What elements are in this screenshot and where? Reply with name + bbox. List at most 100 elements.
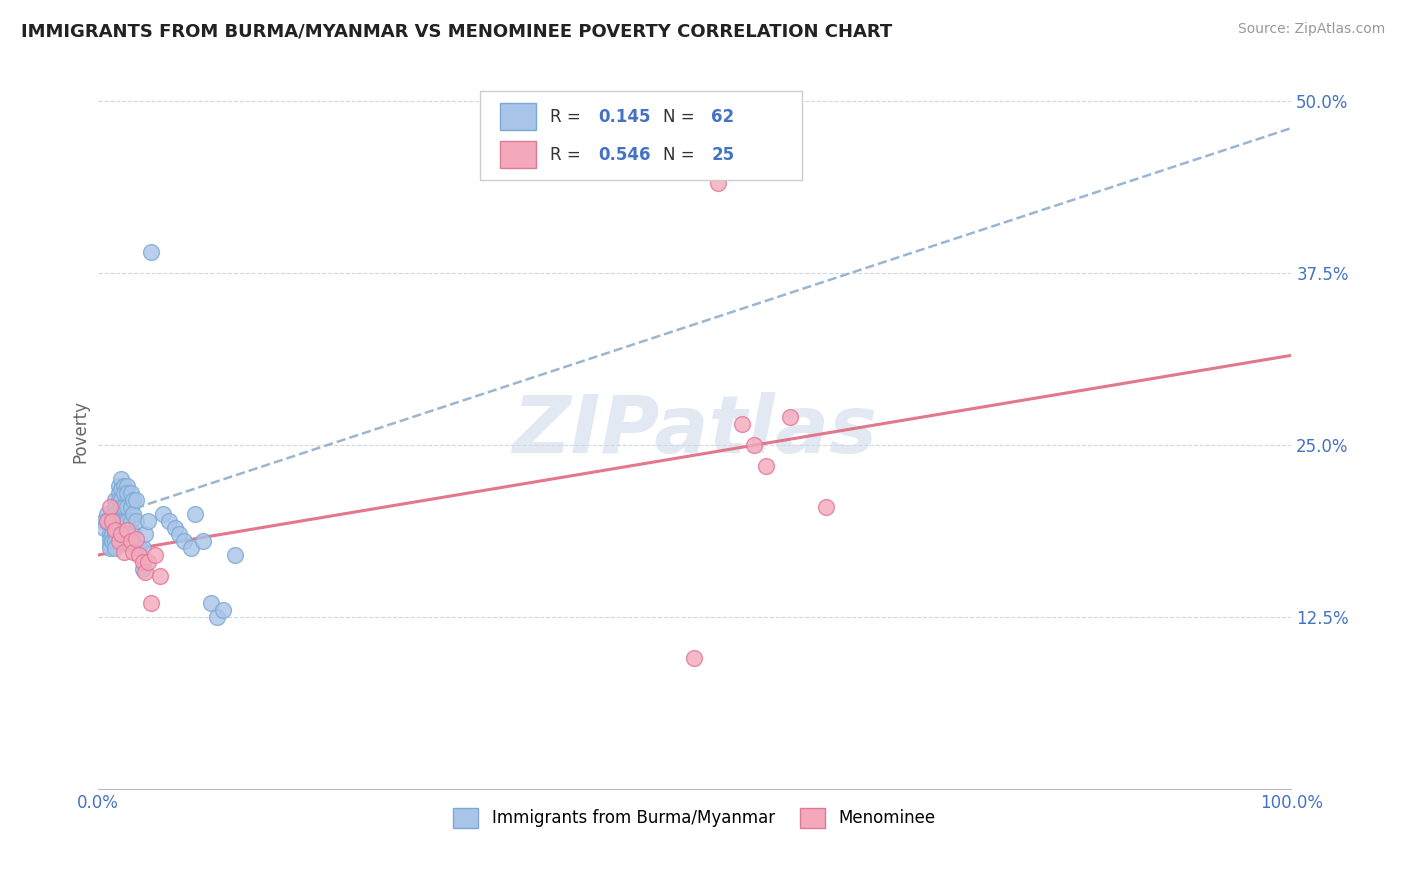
Point [779,410,801,425]
Point [814,500,837,514]
Point [112,514,135,528]
Legend: Immigrants from Burma/Myanmar, Menominee: Immigrants from Burma/Myanmar, Menominee [447,801,942,835]
Point [173,534,195,549]
Point [125,493,148,508]
Point [101,517,124,532]
Point [98,537,121,551]
Point [104,541,127,556]
Point [110,527,132,541]
Point [125,532,148,546]
Point [122,527,145,541]
Point [96,514,118,528]
Point [120,486,142,500]
Point [110,500,132,514]
Point [755,458,778,473]
Point [143,548,166,562]
Point [101,509,124,524]
Point [184,507,207,521]
Point [180,541,202,556]
Point [165,520,187,534]
Point [104,523,127,537]
Point [117,523,139,537]
Point [128,541,150,556]
Point [112,479,135,493]
Point [224,548,246,562]
Point [117,479,139,493]
Point [136,555,159,569]
Point [98,541,121,556]
Text: 0.145: 0.145 [598,108,650,126]
Point [191,534,214,549]
Point [132,555,155,569]
Point [104,507,127,521]
Point [104,520,127,534]
Text: R =: R = [550,145,586,163]
Point [108,493,131,508]
Point [707,176,730,190]
Point [120,534,142,549]
Point [122,493,145,508]
Point [136,514,159,528]
Point [93,520,115,534]
Bar [501,141,536,169]
Point [134,565,156,579]
Point [101,514,124,528]
Point [101,527,124,541]
Point [104,527,127,541]
Point [93,514,115,528]
Text: N =: N = [664,108,700,126]
Point [122,507,145,521]
Point [157,514,180,528]
Point [112,500,135,514]
Point [108,486,131,500]
Point [110,514,132,528]
Point [98,527,121,541]
Point [104,534,127,549]
Text: N =: N = [664,145,700,163]
Point [112,486,135,500]
Point [141,245,163,260]
Point [96,514,118,528]
Point [132,562,155,576]
Point [683,651,706,665]
Point [104,493,127,508]
Point [120,500,142,514]
Point [110,472,132,486]
Point [98,500,121,514]
Text: 0.546: 0.546 [598,145,650,163]
Text: 25: 25 [711,145,734,163]
Point [200,596,222,610]
FancyBboxPatch shape [479,91,801,180]
Point [117,486,139,500]
Text: 62: 62 [711,108,734,126]
Point [125,514,148,528]
Point [110,493,132,508]
Point [742,438,765,452]
Point [112,545,135,559]
Point [104,500,127,514]
Text: R =: R = [550,108,586,126]
Text: ZIPatlas: ZIPatlas [512,392,877,470]
Point [98,532,121,546]
Point [117,500,139,514]
Text: Source: ZipAtlas.com: Source: ZipAtlas.com [1237,22,1385,37]
Point [128,548,150,562]
Point [120,514,142,528]
Bar [501,103,536,130]
Point [96,507,118,521]
Point [108,479,131,493]
Point [117,514,139,528]
Y-axis label: Poverty: Poverty [72,400,89,463]
Text: IMMIGRANTS FROM BURMA/MYANMAR VS MENOMINEE POVERTY CORRELATION CHART: IMMIGRANTS FROM BURMA/MYANMAR VS MENOMIN… [21,22,893,40]
Point [149,568,172,582]
Point [110,482,132,496]
Point [141,596,163,610]
Point [731,417,754,432]
Point [152,507,174,521]
Point [212,603,235,617]
Point [122,545,145,559]
Point [167,527,190,541]
Point [132,541,155,556]
Point [205,610,228,624]
Point [134,527,156,541]
